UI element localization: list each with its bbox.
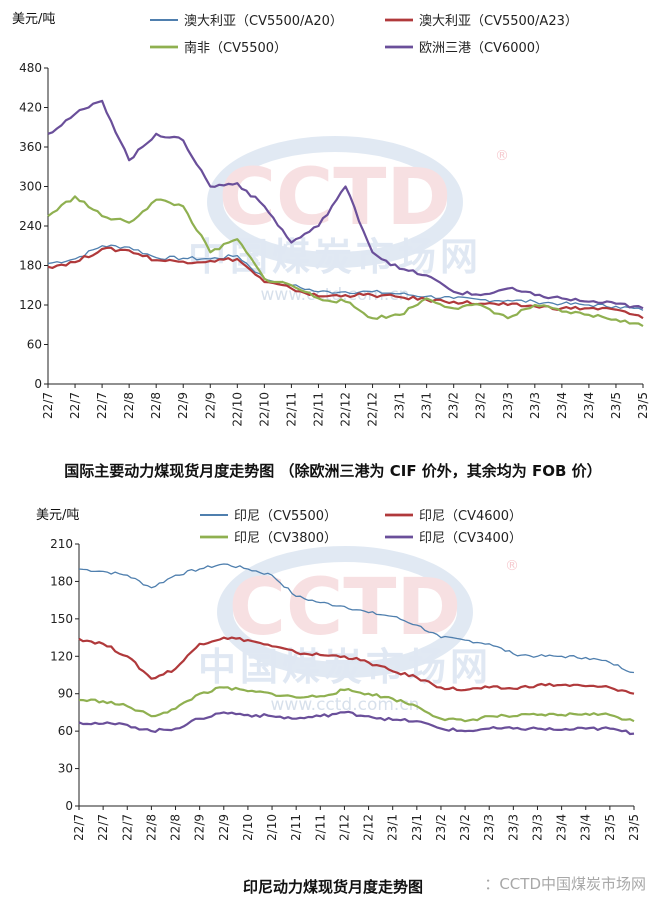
- x-tick-label: 23/2: [458, 814, 472, 840]
- series-line: [78, 686, 635, 723]
- x-tick-label: 23/5: [636, 392, 650, 419]
- legend-label: 南非（CV5500）: [184, 40, 287, 56]
- series-line: [47, 99, 644, 310]
- chart-indonesia: 美元/吨 CCTD ® 中国煤炭市场网 www.cctd.com.cn 0 30 60 90 1…: [0, 500, 666, 840]
- x-tick-label: 22/12: [366, 392, 380, 427]
- watermark: CCTD ® 中国煤炭市场网 www.cctd.com.cn: [198, 546, 519, 715]
- watermark-registered: ®: [505, 558, 519, 574]
- x-tick-label: 22/8: [169, 814, 183, 840]
- y-tick-label: 420: [19, 101, 42, 115]
- x-tick-label: 23/5: [627, 814, 641, 840]
- x-tick-label: 22/8: [144, 814, 158, 840]
- x-tick-label: 22/10: [230, 392, 244, 427]
- y-tick-label: 120: [19, 298, 42, 312]
- international-chart-svg: CCTD ®中国煤炭市场网www.cctd.com.cn0601201802403…: [19, 13, 650, 427]
- x-tick-label: 23/5: [609, 392, 623, 419]
- x-tick-label: 22/9: [203, 392, 217, 419]
- x-tick-label: 22/11: [313, 814, 327, 840]
- legend-label: 澳大利亚（CV5500/A20）: [184, 13, 343, 29]
- x-tick-label: 22/11: [311, 392, 325, 427]
- x-tick-label: 22/7: [68, 392, 82, 419]
- y-tick-label: 60: [58, 724, 73, 738]
- x-tick-label: 22/9: [176, 392, 190, 419]
- y-tick-label: 480: [19, 61, 42, 75]
- y-tick-label: 120: [50, 649, 73, 663]
- x-tick-label: 23/4: [579, 814, 593, 840]
- x-tick-label: 22/7: [95, 392, 109, 419]
- x-tick-label: 22/10: [241, 814, 255, 840]
- watermark-name: 中国煤炭市场网: [188, 235, 482, 279]
- x-tick-label: 23/1: [410, 814, 424, 840]
- y-tick-label: 150: [50, 612, 73, 626]
- x-tick-label: 22/8: [122, 392, 136, 419]
- watermark-logo: CCTD: [219, 153, 451, 243]
- y-tick-label: 30: [58, 762, 73, 776]
- y-tick-label: 60: [27, 338, 42, 352]
- x-tick-label: 23/2: [434, 814, 448, 840]
- legend-label: 印尼（CV4600）: [419, 509, 522, 524]
- legend-label: 澳大利亚（CV5500/A23）: [419, 13, 578, 29]
- x-tick-label: 23/2: [474, 392, 488, 419]
- x-tick-label: 22/9: [217, 814, 231, 840]
- x-tick-label: 22/12: [362, 814, 376, 840]
- x-tick-label: 23/1: [420, 392, 434, 419]
- x-tick-label: 22/12: [337, 814, 351, 840]
- x-tick-label: 23/5: [603, 814, 617, 840]
- x-tick-label: 22/11: [289, 814, 303, 840]
- chart-international: 美元/吨 CCTD ® 中国煤炭市场网 www.cctd.com.cn 0 60 120 18…: [0, 0, 666, 445]
- x-tick-label: 22/12: [339, 392, 353, 427]
- y-tick-label: 90: [58, 687, 73, 701]
- legend-label: 欧洲三港（CV6000）: [419, 41, 548, 56]
- legend-label: 印尼（CV5500）: [234, 509, 337, 524]
- watermark-url: www.cctd.com.cn: [271, 695, 420, 715]
- x-tick-label: 23/3: [501, 392, 515, 419]
- x-tick-label: 23/4: [582, 392, 596, 419]
- y-tick-label: 180: [50, 574, 73, 588]
- x-tick-label: 22/7: [96, 814, 110, 840]
- x-tick-label: 22/8: [149, 392, 163, 419]
- y-unit-label: 美元/吨: [36, 508, 80, 523]
- x-tick-label: 23/3: [506, 814, 520, 840]
- y-tick-label: 240: [19, 219, 42, 233]
- x-tick-label: 23/3: [528, 392, 542, 419]
- x-tick-label: 23/3: [530, 814, 544, 840]
- legend-label: 印尼（CV3800）: [234, 531, 337, 546]
- x-tick-label: 23/4: [555, 814, 569, 840]
- x-tick-label: 22/7: [72, 814, 86, 840]
- watermark-name: 中国煤炭市场网: [198, 645, 492, 689]
- x-tick-label: 22/10: [265, 814, 279, 840]
- x-tick-label: 23/1: [386, 814, 400, 840]
- y-tick-label: 300: [19, 180, 42, 194]
- watermark-registered: ®: [495, 148, 509, 164]
- x-tick-label: 22/7: [41, 392, 55, 419]
- y-tick-label: 210: [50, 537, 73, 551]
- series-line: [47, 195, 644, 328]
- y-unit-label: 美元/吨: [12, 12, 56, 27]
- chart-caption-international: 国际主要动力煤现货月度走势图 （除欧洲三港为 CIF 价外，其余均为 FOB 价…: [64, 462, 602, 480]
- y-tick-label: 180: [19, 259, 42, 273]
- x-tick-label: 23/3: [482, 814, 496, 840]
- series-line: [78, 563, 635, 674]
- source-footer: ：CCTD中国煤炭市场网: [484, 875, 646, 893]
- x-tick-label: 22/11: [284, 392, 298, 427]
- y-tick-label: 0: [65, 799, 73, 813]
- watermark-logo: CCTD: [229, 563, 461, 653]
- x-tick-label: 23/4: [555, 392, 569, 419]
- x-tick-label: 23/2: [447, 392, 461, 419]
- series-line: [78, 710, 635, 736]
- x-tick-label: 22/7: [120, 814, 134, 840]
- watermark-swoosh: [207, 136, 463, 268]
- y-tick-label: 0: [34, 377, 42, 391]
- watermark-swoosh: [217, 546, 473, 678]
- y-tick-label: 360: [19, 140, 42, 154]
- x-tick-label: 22/9: [193, 814, 207, 840]
- x-tick-label: 22/10: [257, 392, 271, 427]
- legend-label: 印尼（CV3400）: [419, 531, 522, 546]
- x-tick-label: 23/1: [393, 392, 407, 419]
- series-line: [78, 636, 635, 695]
- indonesia-chart-svg: CCTD ® 中国煤炭市场网 www.cctd.com.cn 0 30 60 90 120 150…: [50, 509, 641, 840]
- series-line: [47, 244, 644, 311]
- chart-caption-indonesia: 印尼动力煤现货月度走势图: [242, 878, 423, 896]
